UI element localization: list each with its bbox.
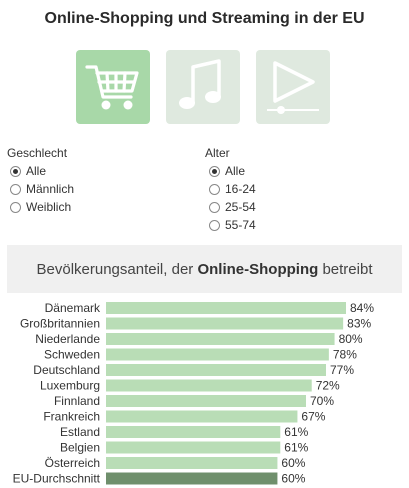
radio-label: 25-54 xyxy=(225,200,256,214)
category-label: EU-Durchschnitt xyxy=(13,472,101,486)
bar-eu-average xyxy=(106,472,278,485)
gender-option-all[interactable]: Alle xyxy=(10,162,46,180)
bar xyxy=(106,348,329,361)
radio-button[interactable] xyxy=(209,165,220,177)
radio-label: Männlich xyxy=(26,182,75,196)
radio-label: Alle xyxy=(225,164,246,178)
value-label: 61% xyxy=(284,425,308,439)
value-label: 61% xyxy=(284,441,308,455)
radio-button[interactable] xyxy=(209,219,220,231)
category-label: Österreich xyxy=(45,456,100,470)
radio-label: 16-24 xyxy=(225,182,256,196)
value-label: 77% xyxy=(330,363,354,377)
category-label: Deutschland xyxy=(33,363,100,377)
bar xyxy=(106,426,281,438)
category-label: Schweden xyxy=(44,348,100,362)
bar xyxy=(106,302,346,314)
value-label: 83% xyxy=(347,317,371,331)
age-option-25-54[interactable]: 25-54 xyxy=(209,198,256,216)
radio-label: 55-74 xyxy=(225,218,256,232)
subtitle-prefix: Bevölkerungsanteil, der xyxy=(36,260,198,278)
category-label: Estland xyxy=(60,425,100,439)
radio-button[interactable] xyxy=(209,183,220,195)
bar xyxy=(106,364,326,376)
radio-label: Alle xyxy=(26,164,47,178)
radio-label: Weiblich xyxy=(26,200,72,214)
gender-option-male[interactable]: Männlich xyxy=(10,180,74,198)
category-label: Niederlande xyxy=(35,332,100,346)
bar xyxy=(106,395,306,407)
category-label: Dänemark xyxy=(45,301,101,315)
value-label: 60% xyxy=(281,472,305,486)
category-label: Belgien xyxy=(60,441,100,455)
music-note-icon xyxy=(179,59,221,109)
subtitle-emphasis: Online-Shopping xyxy=(197,260,319,278)
category-label: Finnland xyxy=(54,394,100,408)
gender-filter-label: Geschlecht xyxy=(7,146,68,160)
bar xyxy=(106,333,335,345)
value-label: 67% xyxy=(301,410,325,424)
bar xyxy=(106,379,312,392)
value-label: 60% xyxy=(281,456,305,470)
value-label: 78% xyxy=(333,348,357,362)
value-label: 84% xyxy=(350,301,374,315)
page-title: Online-Shopping und Streaming in der EU xyxy=(44,10,365,27)
shopping-cart-icon xyxy=(85,65,139,110)
value-label: 70% xyxy=(310,394,334,408)
category-label: Luxemburg xyxy=(40,379,100,393)
chart-subtitle: Bevölkerungsanteil, der Online-Shopping … xyxy=(7,245,402,293)
bar xyxy=(106,457,278,469)
bar xyxy=(106,441,281,454)
age-option-55-74[interactable]: 55-74 xyxy=(209,216,256,234)
tile-streaming[interactable] xyxy=(256,50,330,124)
category-label: Großbritannien xyxy=(20,317,100,331)
age-option-all[interactable]: Alle xyxy=(209,162,245,180)
value-label: 72% xyxy=(316,379,340,393)
video-play-icon xyxy=(267,61,319,114)
age-filter-label: Alter xyxy=(205,146,230,160)
value-label: 80% xyxy=(339,332,363,346)
bar xyxy=(106,410,298,423)
category-label: Frankreich xyxy=(43,410,100,424)
age-option-16-24[interactable]: 16-24 xyxy=(209,180,256,198)
radio-button[interactable] xyxy=(10,183,21,195)
subtitle-suffix: betreibt xyxy=(318,260,373,278)
tile-shopping[interactable] xyxy=(76,50,150,124)
bar xyxy=(106,317,344,330)
radio-button[interactable] xyxy=(10,165,21,177)
bar-chart: Dänemark 84% Großbritannien 83% Niederlande 8… xyxy=(13,301,375,486)
radio-button[interactable] xyxy=(209,201,220,213)
gender-option-female[interactable]: Weiblich xyxy=(10,198,71,216)
tile-music[interactable] xyxy=(166,50,240,124)
radio-button[interactable] xyxy=(10,201,21,213)
